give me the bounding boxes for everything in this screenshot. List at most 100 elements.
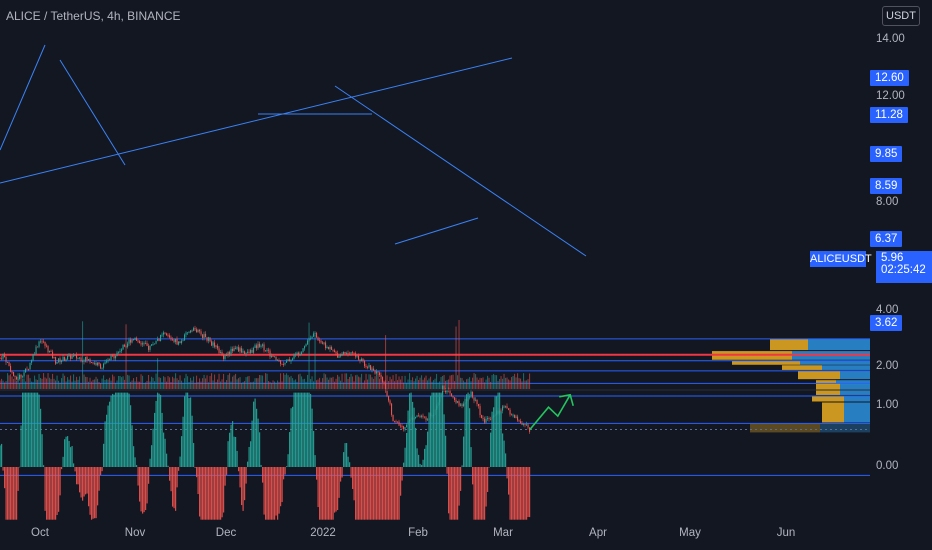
oscillator-bar: [169, 467, 171, 481]
volume-bar: [521, 381, 523, 389]
oscillator-bar: [170, 467, 172, 492]
oscillator-bar: [463, 436, 465, 467]
oscillator-bar: [226, 467, 228, 475]
volume-bar: [77, 379, 79, 389]
oscillator-bar: [529, 467, 531, 518]
oscillator-bar: [361, 467, 363, 520]
volume-bar: [62, 373, 64, 389]
oscillator-bar: [16, 467, 18, 520]
symbol-title[interactable]: ALICE / TetherUS, 4h, BINANCE: [6, 9, 181, 23]
candle-body: [392, 414, 394, 421]
oscillator-bar: [338, 467, 340, 498]
oscillator-bar: [323, 467, 325, 520]
candle-body: [515, 416, 517, 418]
volume-bar: [451, 375, 453, 389]
volume-bar: [268, 381, 270, 389]
volume-bar: [308, 322, 310, 389]
volume-bar: [427, 380, 429, 389]
oscillator-bar: [82, 467, 84, 501]
volume-bar: [34, 375, 36, 389]
candle-body: [94, 362, 96, 364]
oscillator-bar: [238, 467, 240, 472]
volume-bar: [251, 381, 253, 389]
candle-body: [160, 335, 162, 341]
volume-bar: [488, 377, 490, 389]
candle-body: [241, 348, 243, 353]
oscillator-bar: [521, 467, 523, 520]
projection-arrowhead: [559, 393, 574, 407]
volume-bar: [232, 376, 234, 389]
oscillator-bar: [304, 392, 306, 467]
candle-body: [16, 376, 18, 380]
currency-button[interactable]: USDT: [882, 6, 920, 26]
oscillator-bar: [386, 467, 388, 520]
candle-body: [79, 357, 81, 359]
oscillator-bar: [239, 467, 241, 488]
oscillator-bar: [313, 430, 315, 467]
volume-bar: [233, 375, 235, 389]
profile-bar: [816, 380, 836, 385]
oscillator-bar: [308, 392, 310, 467]
volume-bar: [164, 377, 166, 389]
volume-bar: [505, 377, 507, 389]
volume-bar: [464, 382, 466, 389]
candle-body: [17, 378, 19, 380]
oscillator-bar: [223, 467, 225, 513]
candle-body: [401, 425, 403, 427]
oscillator-bar: [482, 467, 484, 520]
oscillator-bar: [70, 447, 72, 467]
candle-body: [394, 420, 396, 422]
volume-bar: [136, 376, 138, 389]
oscillator-bar: [505, 453, 507, 467]
volume-bar: [220, 381, 222, 389]
oscillator-bar: [172, 467, 174, 507]
candle-body: [395, 421, 397, 423]
volume-bar: [412, 377, 414, 389]
oscillator-bar: [428, 418, 430, 467]
volume-bar: [41, 378, 43, 389]
volume-bar: [517, 373, 519, 389]
profile-bar: [844, 395, 870, 402]
volume-bar: [115, 382, 117, 389]
candle-body: [475, 399, 477, 401]
candle-body: [146, 343, 148, 346]
oscillator-bar: [370, 467, 372, 520]
volume-bar: [92, 379, 94, 389]
volume-bar: [280, 373, 282, 389]
candle-body: [262, 344, 264, 346]
candle-body: [443, 385, 445, 390]
volume-bar: [94, 379, 96, 389]
candle-body: [37, 346, 39, 348]
candle-body: [365, 366, 367, 367]
candle-body: [349, 353, 351, 355]
oscillator-bar: [445, 435, 447, 467]
oscillator-bar: [0, 445, 1, 467]
volume-bar: [331, 377, 333, 389]
candle-body: [295, 353, 297, 356]
candle-body: [284, 362, 286, 365]
candle-body: [188, 332, 190, 334]
candle-body: [340, 354, 342, 357]
oscillator-bar: [299, 392, 301, 467]
volume-bar: [190, 377, 192, 389]
oscillator-bar: [190, 397, 192, 467]
volume-bar: [485, 379, 487, 389]
volume-bar: [161, 382, 163, 389]
volume-bar: [13, 378, 15, 389]
candle-body: [2, 353, 4, 359]
oscillator-bar: [119, 392, 121, 467]
candle-body: [109, 359, 111, 361]
volume-bar: [172, 376, 174, 389]
oscillator-bar: [8, 467, 10, 520]
candle-body: [179, 341, 181, 344]
oscillator-bar: [209, 467, 211, 520]
candle-body: [452, 396, 454, 398]
oscillator-bar: [4, 467, 6, 489]
volume-bar: [368, 374, 370, 389]
oscillator-bar: [289, 432, 291, 467]
volume-bar: [139, 381, 141, 389]
oscillator-bar: [287, 454, 289, 467]
candle-body: [58, 358, 60, 362]
oscillator-bar: [130, 405, 132, 467]
